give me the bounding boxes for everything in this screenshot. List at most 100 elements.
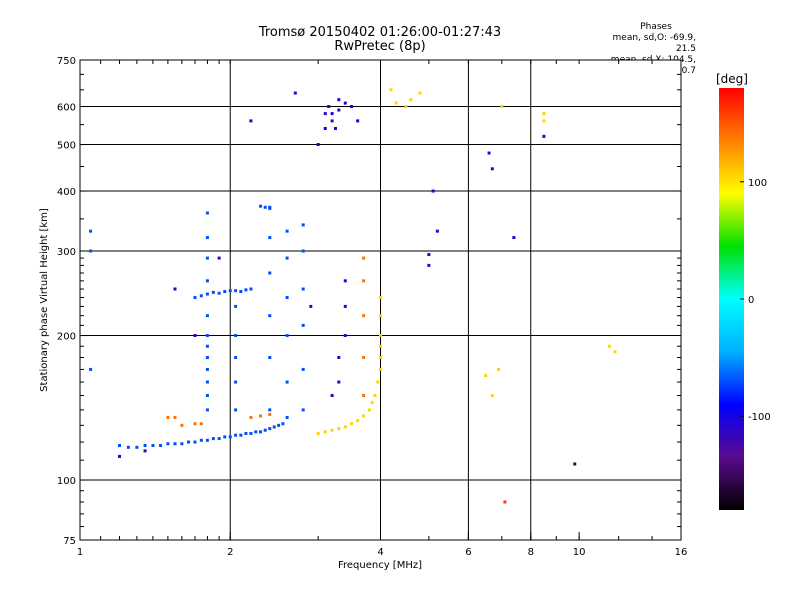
data-point bbox=[234, 408, 238, 412]
x-axis-ticks: 1 2 4 6 8 10 16 bbox=[77, 532, 688, 558]
colorbar-ticks: 100 0 -100 bbox=[740, 178, 771, 423]
data-point bbox=[205, 344, 209, 348]
data-point bbox=[249, 287, 253, 291]
data-point bbox=[205, 211, 209, 215]
data-point bbox=[277, 423, 281, 427]
data-point bbox=[166, 442, 170, 446]
data-point bbox=[350, 422, 354, 426]
data-point bbox=[193, 296, 197, 300]
data-point bbox=[249, 432, 253, 436]
data-point bbox=[285, 256, 289, 260]
data-point bbox=[180, 442, 184, 446]
data-point bbox=[159, 444, 163, 448]
data-point bbox=[193, 440, 197, 444]
data-point bbox=[330, 394, 334, 398]
data-point bbox=[199, 294, 203, 298]
data-point bbox=[89, 229, 93, 233]
colorbar-label: [deg] bbox=[716, 72, 748, 86]
x-tick-label: 10 bbox=[573, 547, 586, 558]
data-point bbox=[497, 367, 501, 371]
data-point bbox=[205, 408, 209, 412]
data-point bbox=[259, 204, 263, 208]
data-point bbox=[337, 427, 341, 431]
data-point bbox=[409, 98, 413, 102]
data-point bbox=[228, 289, 232, 293]
data-point bbox=[244, 432, 248, 436]
data-point bbox=[427, 263, 431, 267]
data-point bbox=[301, 323, 305, 327]
data-point bbox=[350, 105, 354, 109]
data-point bbox=[234, 289, 238, 293]
data-point bbox=[343, 101, 347, 105]
data-point bbox=[118, 444, 122, 448]
data-point bbox=[217, 256, 221, 260]
data-point bbox=[327, 105, 331, 109]
x-tick-label: 1 bbox=[77, 547, 83, 558]
data-point bbox=[89, 249, 93, 253]
data-point bbox=[337, 355, 341, 359]
x-tick-label: 16 bbox=[675, 547, 688, 558]
data-point bbox=[199, 422, 203, 426]
data-point bbox=[234, 433, 238, 437]
y-axis-label: Stationary phase Virtual Height [km] bbox=[39, 208, 50, 392]
y-tick-label: 200 bbox=[57, 332, 76, 343]
data-point bbox=[418, 91, 422, 95]
series-2 bbox=[118, 91, 577, 466]
data-point bbox=[268, 355, 272, 359]
colorbar-tick-label: 0 bbox=[748, 295, 754, 306]
y-axis-ticks: 75 100 200 300 400 500 600 750 bbox=[57, 56, 88, 547]
data-point bbox=[343, 425, 347, 429]
data-point bbox=[379, 314, 382, 318]
data-point bbox=[259, 430, 263, 434]
data-point bbox=[542, 134, 546, 138]
data-point bbox=[118, 454, 122, 458]
data-point bbox=[362, 355, 366, 359]
data-point bbox=[404, 105, 408, 109]
gridlines bbox=[80, 60, 681, 540]
data-point bbox=[343, 304, 347, 308]
chart-title-line-1: Tromsø 20150402 01:26:00-01:27:43 bbox=[258, 25, 502, 40]
data-point bbox=[356, 419, 360, 423]
x-tick-label: 6 bbox=[465, 547, 471, 558]
data-point bbox=[285, 380, 289, 384]
data-point bbox=[166, 415, 170, 419]
y-tick-label: 100 bbox=[57, 476, 76, 487]
data-point bbox=[362, 279, 366, 283]
data-point bbox=[199, 438, 203, 442]
data-point bbox=[268, 314, 272, 318]
data-point bbox=[362, 414, 366, 418]
colorbar-tick-label: 100 bbox=[748, 178, 767, 189]
y-tick-label: 75 bbox=[63, 536, 76, 547]
chart-title: Tromsø 20150402 01:26:00-01:27:43 RwPret… bbox=[220, 26, 540, 54]
y-tick-label: 400 bbox=[57, 187, 76, 198]
data-point bbox=[268, 271, 272, 275]
data-point bbox=[205, 314, 209, 318]
data-point bbox=[249, 119, 253, 123]
x-tick-label: 8 bbox=[528, 547, 534, 558]
data-point bbox=[173, 415, 177, 419]
data-point bbox=[301, 408, 305, 412]
data-point bbox=[281, 422, 285, 426]
data-point bbox=[330, 112, 334, 116]
data-point bbox=[362, 394, 366, 398]
data-point bbox=[389, 88, 393, 92]
data-point bbox=[427, 253, 431, 257]
data-point bbox=[135, 445, 139, 449]
data-point bbox=[205, 292, 209, 296]
data-point bbox=[490, 394, 494, 398]
data-point bbox=[362, 314, 366, 318]
data-point bbox=[173, 442, 177, 446]
data-point bbox=[301, 223, 305, 227]
data-point bbox=[223, 435, 227, 439]
data-point bbox=[285, 229, 289, 233]
data-point bbox=[228, 435, 232, 439]
data-point bbox=[337, 98, 341, 102]
data-point bbox=[293, 91, 297, 95]
data-point bbox=[193, 422, 197, 426]
data-point bbox=[173, 287, 177, 291]
data-point bbox=[143, 449, 147, 453]
data-point bbox=[143, 444, 147, 448]
data-point bbox=[193, 334, 197, 338]
data-point bbox=[367, 408, 371, 412]
